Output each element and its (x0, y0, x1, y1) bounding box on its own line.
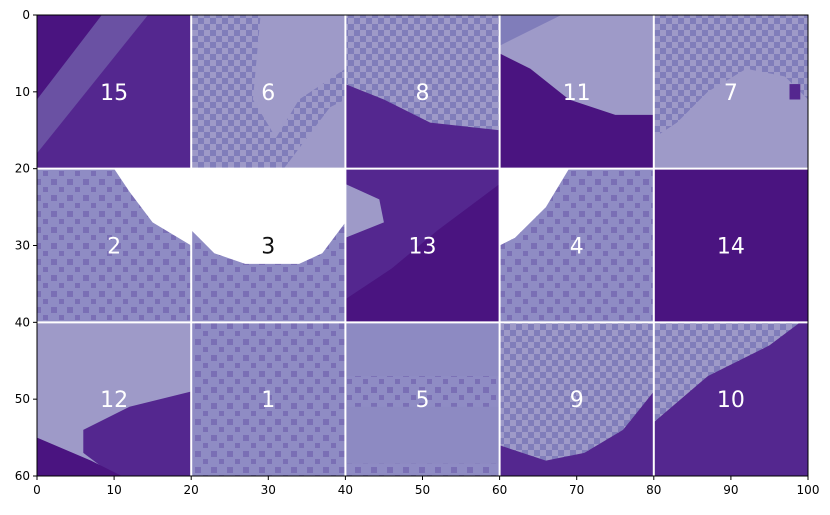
y-tick-label: 10 (15, 85, 30, 99)
tile-11: 11 (499, 15, 654, 169)
tile-12: 12 (37, 322, 192, 476)
tile-label: 4 (570, 235, 584, 260)
tile-7: 7 (653, 15, 808, 169)
tile-region-white (191, 168, 346, 264)
tile-region-dark (499, 391, 654, 476)
tile-region-upper (345, 168, 500, 300)
tile-label: 5 (416, 388, 430, 413)
tile-4: 4 (499, 168, 654, 323)
y-axis-ticks: 0 10 20 30 40 50 60 (15, 8, 37, 483)
tile-label: 9 (570, 388, 584, 413)
tile-label: 10 (717, 388, 745, 413)
tile-region-light (252, 15, 346, 138)
tile-region-mid (499, 15, 562, 46)
x-tick-label: 10 (106, 483, 121, 497)
tile-5: 5 (345, 322, 500, 476)
x-tick-label: 0 (33, 483, 41, 497)
y-tick-label: 50 (15, 392, 30, 406)
x-tick-label: 30 (261, 483, 276, 497)
tile-region-light (653, 322, 801, 423)
x-axis-ticks: 0 10 20 30 40 50 60 70 80 90 100 (33, 476, 819, 497)
x-tick-label: 60 (492, 483, 507, 497)
tile-region-dark-corner (37, 437, 122, 476)
tile-label: 8 (416, 81, 430, 106)
tile-8: 8 (345, 15, 500, 169)
tile-13: 13 (345, 168, 500, 323)
tile-14: 14 (653, 168, 808, 323)
tile-label: 3 (261, 235, 275, 260)
y-tick-label: 40 (15, 315, 30, 329)
tile-region-dark (83, 391, 192, 476)
y-tick-label: 30 (15, 239, 30, 253)
tile-fill (191, 322, 346, 476)
tile-region-dark (499, 53, 654, 169)
tile-region-white (114, 168, 192, 246)
x-tick-label: 80 (646, 483, 661, 497)
tile-label: 6 (261, 81, 275, 106)
x-tick-label: 40 (338, 483, 353, 497)
tile-label: 14 (717, 235, 745, 260)
tile-fill (653, 168, 808, 323)
y-tick-label: 0 (22, 8, 30, 22)
tile-label: 15 (100, 81, 128, 106)
tile-3: 3 (191, 168, 346, 323)
tile-1: 1 (191, 322, 346, 476)
tile-2: 2 (37, 168, 192, 323)
x-tick-label: 90 (723, 483, 738, 497)
tile-15: 15 (37, 15, 192, 169)
tile-10: 10 (653, 322, 808, 476)
x-tick-label: 70 (569, 483, 584, 497)
tile-label: 2 (107, 235, 121, 260)
tile-label: 1 (261, 388, 275, 413)
tile-region-checker (653, 15, 808, 138)
tile-region-corner (37, 15, 102, 100)
tile-region-notch (789, 84, 801, 100)
y-tick-label: 20 (15, 162, 30, 176)
x-tick-label: 100 (797, 483, 820, 497)
tile-region-wedge (345, 184, 384, 238)
grid-lines (37, 15, 808, 476)
x-tick-label: 50 (415, 483, 430, 497)
tile-region-checker-bottom (345, 463, 500, 476)
tile-region-light-lower (283, 99, 346, 169)
tile-region-dark (345, 84, 500, 169)
tile-region-white (499, 168, 569, 246)
tile-9: 9 (499, 322, 654, 476)
tile-label: 11 (563, 81, 591, 106)
tile-label: 12 (100, 388, 128, 413)
tile-label: 7 (724, 81, 738, 106)
tile-6: 6 (191, 15, 346, 169)
tile-region-checker (345, 376, 500, 407)
tile-label: 13 (409, 235, 437, 260)
y-tick-label: 60 (15, 469, 30, 483)
x-tick-label: 20 (184, 483, 199, 497)
